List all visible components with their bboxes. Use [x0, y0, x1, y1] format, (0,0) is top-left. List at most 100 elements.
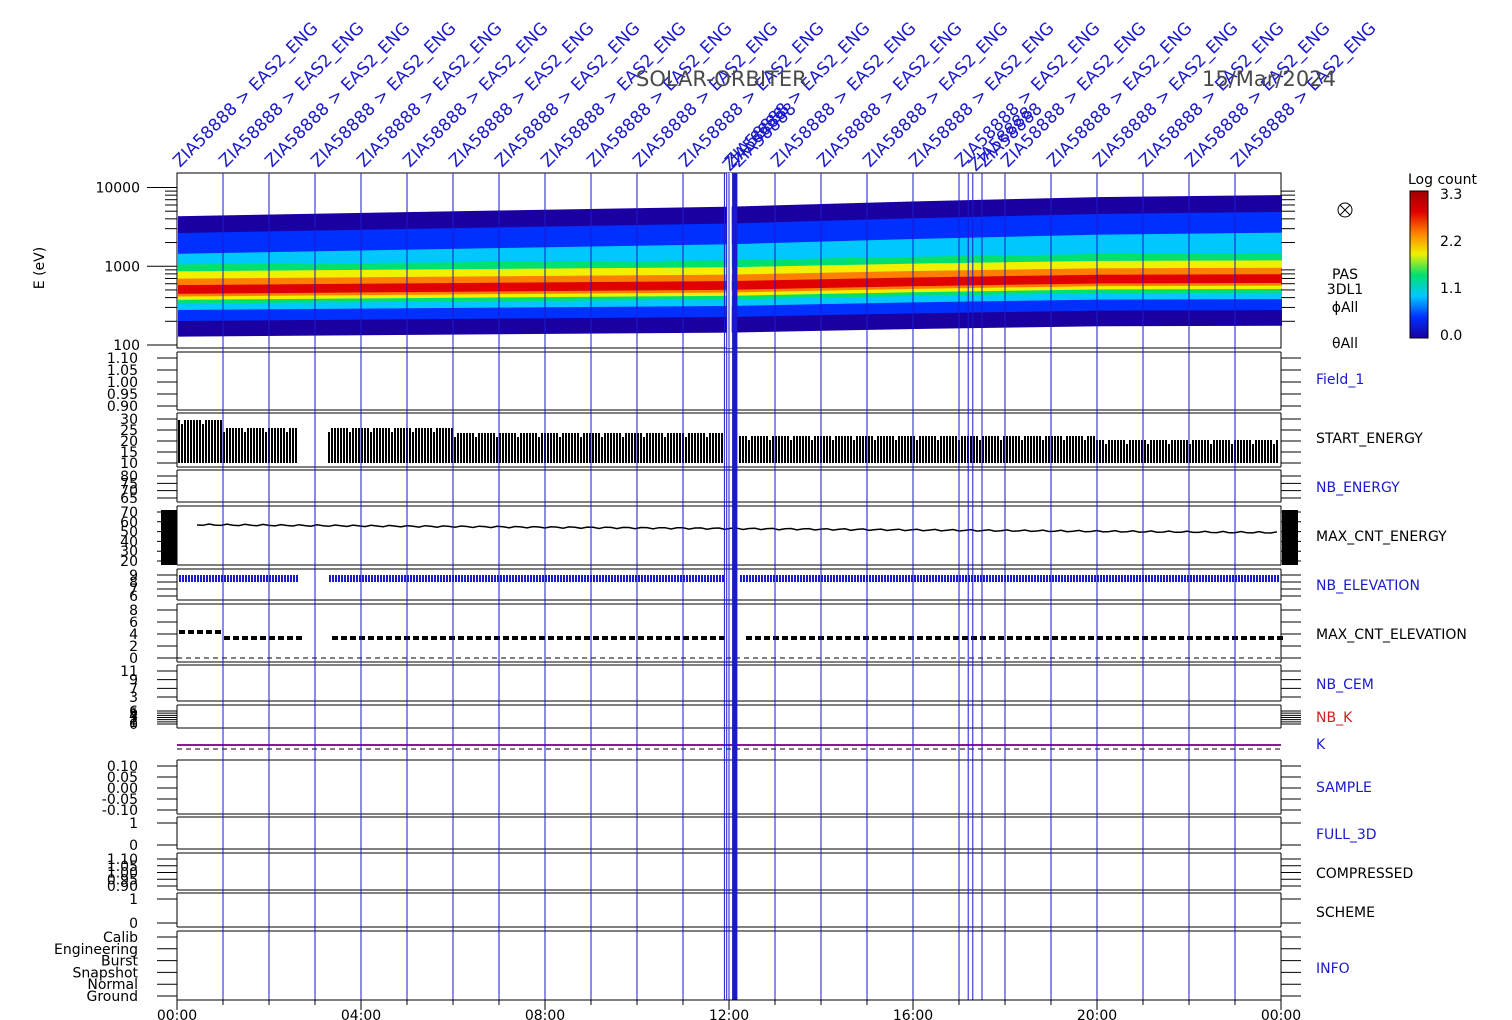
spectrogram-band	[1254, 274, 1258, 284]
spectrogram-band	[450, 283, 454, 292]
panel-ytick: 1	[129, 816, 138, 832]
spectrogram-band	[746, 280, 750, 290]
nb-elevation-mark	[449, 575, 451, 582]
nb-elevation-mark	[359, 575, 361, 582]
max-cnt-elevation-mark	[251, 636, 257, 640]
nb-elevation-mark	[485, 575, 487, 582]
spectrogram-band	[398, 283, 402, 293]
spectrogram-band	[854, 278, 858, 288]
max-cnt-elevation-mark	[1061, 636, 1067, 640]
spectrogram-band	[1138, 274, 1142, 284]
spectrogram-band	[1026, 275, 1030, 285]
nb-elevation-mark	[1037, 575, 1039, 582]
spectrogram-band	[998, 276, 1002, 285]
nb-elevation-mark	[572, 575, 574, 582]
nb-elevation-mark	[518, 575, 520, 582]
spectrogram-band	[1114, 274, 1118, 284]
nb-elevation-mark	[1013, 575, 1015, 582]
max-cnt-elevation-mark	[1277, 636, 1283, 640]
nb-elevation-mark	[341, 575, 343, 582]
nb-elevation-mark	[554, 575, 556, 582]
panel-ytick: 75	[120, 476, 138, 492]
spectrogram-band	[246, 284, 250, 294]
spectrogram-band	[1066, 275, 1070, 284]
nb-elevation-mark	[1187, 575, 1189, 582]
spectrogram-band	[790, 279, 794, 289]
nb-elevation-mark	[1178, 575, 1180, 582]
nb-elevation-mark	[710, 575, 712, 582]
spectrogram-band	[598, 282, 602, 291]
nb-elevation-mark	[1205, 575, 1207, 582]
spectrogram-band	[842, 278, 846, 288]
panel-label: NB_ENERGY	[1316, 480, 1400, 496]
nb-elevation-mark	[239, 575, 241, 582]
nb-elevation-mark	[812, 575, 814, 582]
max-cnt-elevation-mark	[269, 636, 275, 640]
nb-elevation-mark	[1256, 575, 1258, 582]
nb-elevation-mark	[1121, 575, 1123, 582]
max-cnt-elevation-mark	[1034, 636, 1040, 640]
nb-elevation-mark	[926, 575, 928, 582]
spectrogram-band	[1034, 275, 1038, 285]
spectrogram-band	[818, 279, 822, 289]
nb-elevation-mark	[188, 575, 190, 582]
nb-elevation-mark	[1181, 575, 1183, 582]
spectrogram-band	[718, 281, 722, 290]
spectrogram-band	[658, 281, 662, 291]
max-cnt-elevation-mark	[980, 636, 986, 640]
panel-label: MAX_CNT_ELEVATION	[1316, 627, 1467, 643]
spectrogram-band	[1186, 274, 1190, 284]
spectrogram-band	[1022, 275, 1026, 285]
nb-elevation-mark	[632, 575, 634, 582]
spectrogram-band	[1106, 274, 1110, 284]
spectrogram-band	[866, 278, 870, 288]
spectrogram-band	[602, 281, 606, 291]
nb-elevation-mark	[1127, 575, 1129, 582]
spectrogram-band	[690, 281, 694, 291]
spectrogram-band	[206, 284, 210, 294]
nb-elevation-mark	[500, 575, 502, 582]
max-cnt-elevation-mark	[836, 636, 842, 640]
spectrogram-band	[546, 282, 550, 292]
spectrogram-band	[426, 283, 430, 292]
panel-ytick: 7	[129, 582, 138, 598]
spectrogram-label: ϕAll	[1332, 300, 1359, 316]
max-cnt-elevation-mark	[917, 636, 923, 640]
spectrogram-band	[890, 277, 894, 287]
nb-elevation-mark	[1064, 575, 1066, 582]
panel-ytick: Engineering	[54, 942, 138, 958]
nb-elevation-mark	[206, 575, 208, 582]
nb-elevation-mark	[368, 575, 370, 582]
spectrogram-band	[910, 277, 914, 287]
nb-elevation-mark	[1049, 575, 1051, 582]
nb-elevation-mark	[611, 575, 613, 582]
nb-elevation-mark	[344, 575, 346, 582]
spectrogram-band	[1014, 275, 1018, 285]
nb-elevation-mark	[1262, 575, 1264, 582]
spectrogram-band	[374, 283, 378, 293]
spectrogram-band	[742, 280, 746, 290]
panel-label: NB_K	[1316, 710, 1353, 726]
spectrogram-label: 3DL1	[1327, 282, 1363, 298]
nb-elevation-mark	[947, 575, 949, 582]
spectrogram-band	[942, 277, 946, 286]
nb-elevation-mark	[1106, 575, 1108, 582]
nb-elevation-mark	[1022, 575, 1024, 582]
nb-elevation-mark	[1154, 575, 1156, 582]
nb-elevation-mark	[1016, 575, 1018, 582]
spectrogram-band	[810, 279, 814, 289]
spectrogram-band	[470, 282, 474, 292]
spectrogram-band	[534, 282, 538, 292]
nb-elevation-mark	[272, 575, 274, 582]
nb-elevation-mark	[1109, 575, 1111, 582]
max-cnt-elevation-mark	[764, 636, 770, 640]
nb-elevation-mark	[434, 575, 436, 582]
colorbar-title: Log count	[1408, 172, 1477, 188]
nb-elevation-mark	[1088, 575, 1090, 582]
nb-elevation-mark	[512, 575, 514, 582]
x-tick-label: 00:00	[157, 1008, 197, 1020]
nb-elevation-mark	[185, 575, 187, 582]
spectrogram-band	[1222, 274, 1226, 284]
nb-elevation-mark	[872, 575, 874, 582]
